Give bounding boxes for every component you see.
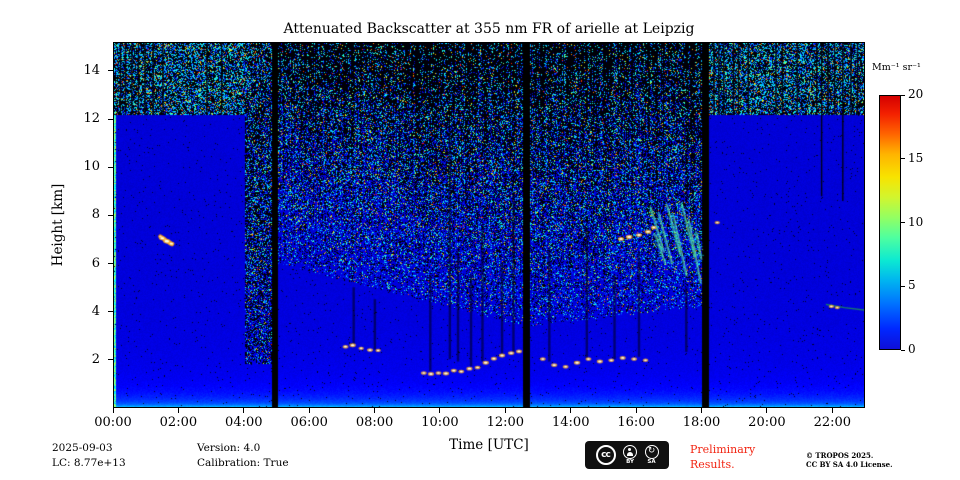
cc-license-badge: cc BY ↻ SA xyxy=(585,441,669,469)
x-tick-label: 06:00 xyxy=(290,415,328,430)
person-body-shape xyxy=(626,452,633,457)
colorbar-tick-label: 20 xyxy=(908,87,924,101)
x-tick-label: 12:00 xyxy=(486,415,525,430)
x-tick-label: 20:00 xyxy=(748,415,786,430)
license-line: CC BY SA 4.0 License. xyxy=(806,460,893,469)
lidar-constant-label: LC: 8.77e+13 xyxy=(52,457,126,469)
y-tick-label: 4 xyxy=(91,303,100,319)
x-tick-label: 14:00 xyxy=(552,415,590,430)
version-label: Version: 4.0 xyxy=(197,442,261,454)
x-tick-mark xyxy=(831,408,833,413)
x-tick-label: 08:00 xyxy=(355,415,394,430)
x-tick-mark xyxy=(570,408,572,413)
x-tick-mark xyxy=(243,408,245,413)
x-tick-mark xyxy=(177,408,179,413)
copyright-note: © TROPOS 2025. CC BY SA 4.0 License. xyxy=(806,451,893,469)
by-person-icon xyxy=(623,444,637,459)
x-tick-mark xyxy=(374,408,376,413)
sa-label: SA xyxy=(647,458,656,465)
footer-date-block: 2025-09-03 LC: 8.77e+13 xyxy=(52,441,126,471)
cc-by-group: BY xyxy=(623,444,637,466)
colorbar xyxy=(879,95,901,350)
chart-title: Attenuated Backscatter at 355 nm FR of a… xyxy=(283,21,695,37)
y-tick-label: 6 xyxy=(91,255,100,271)
colorbar-tick-mark xyxy=(901,222,905,223)
x-tick-mark xyxy=(504,408,506,413)
cc-sa-group: ↻ SA xyxy=(644,444,659,466)
sa-arrows-icon: ↻ xyxy=(644,444,659,459)
plot-area xyxy=(113,42,865,408)
cc-icon: cc xyxy=(595,445,616,465)
date-label: 2025-09-03 xyxy=(52,442,113,454)
y-tick-label: 8 xyxy=(91,207,100,223)
x-tick-label: 22:00 xyxy=(813,415,852,430)
x-axis-label: Time [UTC] xyxy=(449,437,529,453)
heatmap-canvas xyxy=(114,43,864,407)
colorbar-tick-mark xyxy=(901,158,905,160)
y-tick-label: 10 xyxy=(83,159,100,175)
x-tick-label: 10:00 xyxy=(421,415,459,430)
x-tick-label: 16:00 xyxy=(617,415,655,430)
colorbar-tick-label: 10 xyxy=(908,214,924,229)
x-tick-label: 00:00 xyxy=(94,415,132,430)
x-tick-mark xyxy=(112,408,114,413)
x-tick-label: 18:00 xyxy=(682,415,721,430)
copyright-line: © TROPOS 2025. xyxy=(806,451,874,460)
x-tick-mark xyxy=(635,408,637,413)
y-tick-label: 14 xyxy=(83,62,100,78)
calibration-label: Calibration: True xyxy=(197,457,289,469)
x-tick-mark xyxy=(439,408,441,413)
colorbar-tick-label: 5 xyxy=(908,278,916,293)
x-tick-mark xyxy=(701,408,703,413)
preliminary-line1: Preliminary xyxy=(690,443,756,456)
y-tick-label: 2 xyxy=(91,351,100,367)
footer-version-block: Version: 4.0 Calibration: True xyxy=(197,441,289,471)
colorbar-tick-label: 0 xyxy=(908,342,916,356)
colorbar-tick-mark xyxy=(901,94,905,96)
colorbar-tick-mark xyxy=(901,285,905,287)
y-tick-label: 12 xyxy=(83,111,100,127)
y-axis-label: Height [km] xyxy=(50,183,66,267)
person-head-shape xyxy=(628,447,631,451)
sa-arrow-glyph: ↻ xyxy=(647,446,656,457)
cc-icon-text: cc xyxy=(601,450,611,460)
preliminary-line2: Results. xyxy=(690,458,735,471)
preliminary-results-note: Preliminary Results. xyxy=(690,442,755,472)
colorbar-unit-label: Mm⁻¹ sr⁻¹ xyxy=(872,62,921,73)
colorbar-tick-mark xyxy=(901,349,905,351)
x-tick-mark xyxy=(766,408,768,413)
x-tick-label: 02:00 xyxy=(159,415,198,430)
by-label: BY xyxy=(626,458,634,465)
x-tick-mark xyxy=(308,408,310,413)
colorbar-tick-label: 15 xyxy=(908,150,924,165)
x-tick-label: 04:00 xyxy=(225,415,263,430)
